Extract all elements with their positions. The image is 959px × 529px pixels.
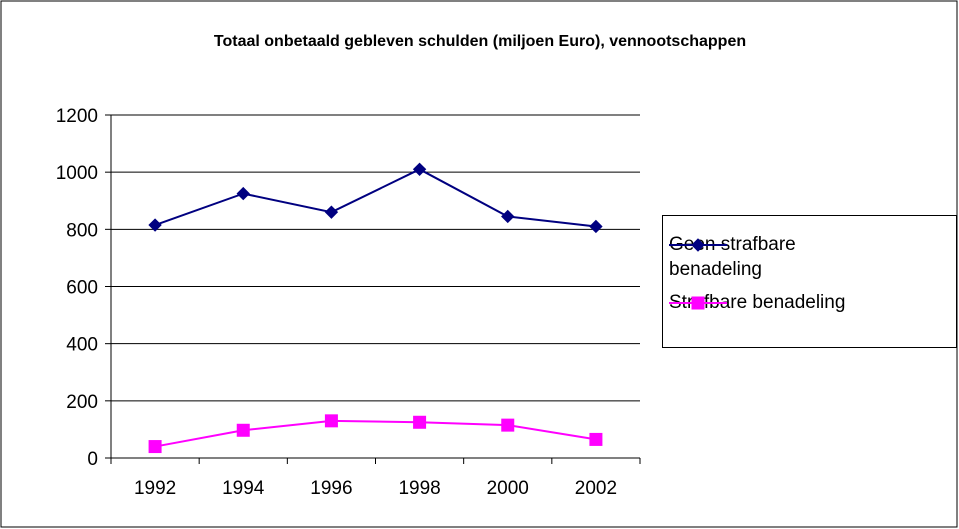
marker — [236, 186, 250, 201]
legend-key — [669, 296, 727, 310]
marker — [589, 219, 603, 234]
y-tick-label: 1200 — [56, 106, 98, 127]
y-tick-label: 800 — [66, 220, 98, 241]
marker — [148, 440, 162, 454]
marker — [148, 218, 162, 232]
chart-title: Totaal onbetaald gebleven schulden (milj… — [214, 33, 746, 50]
marker — [501, 418, 515, 432]
legend: Geen strafbare benadeling Strafbare benad… — [662, 215, 957, 348]
legend-label: Geen strafbare benadeling — [669, 234, 796, 280]
line — [154, 168, 597, 228]
x-tick-label: 1994 — [222, 478, 265, 499]
line — [154, 419, 597, 448]
marker — [236, 423, 250, 437]
x-tick-label: 2002 — [575, 478, 617, 499]
marker — [691, 296, 705, 310]
marker — [413, 415, 427, 429]
legend-label: Strafbare benadeling — [669, 292, 846, 313]
y-tick-label: 600 — [66, 278, 98, 299]
legend-item: Strafbare benadeling — [669, 290, 869, 315]
y-tick-label: 1000 — [56, 163, 98, 184]
x-tick-label: 1992 — [134, 478, 176, 499]
x-tick-label: 2000 — [487, 478, 529, 499]
marker — [691, 238, 705, 252]
y-tick-label: 400 — [66, 335, 98, 356]
y-tick-label: 200 — [66, 392, 98, 413]
x-tick-label: 1996 — [310, 478, 352, 499]
legend-key — [669, 238, 727, 252]
y-tick-label: 0 — [87, 449, 98, 470]
x-tick-label: 1998 — [398, 478, 440, 499]
marker — [324, 205, 339, 219]
marker — [589, 432, 603, 446]
marker — [501, 209, 515, 224]
legend-item: Geen strafbare benadeling — [669, 232, 869, 282]
marker — [324, 414, 338, 428]
marker — [412, 162, 427, 177]
